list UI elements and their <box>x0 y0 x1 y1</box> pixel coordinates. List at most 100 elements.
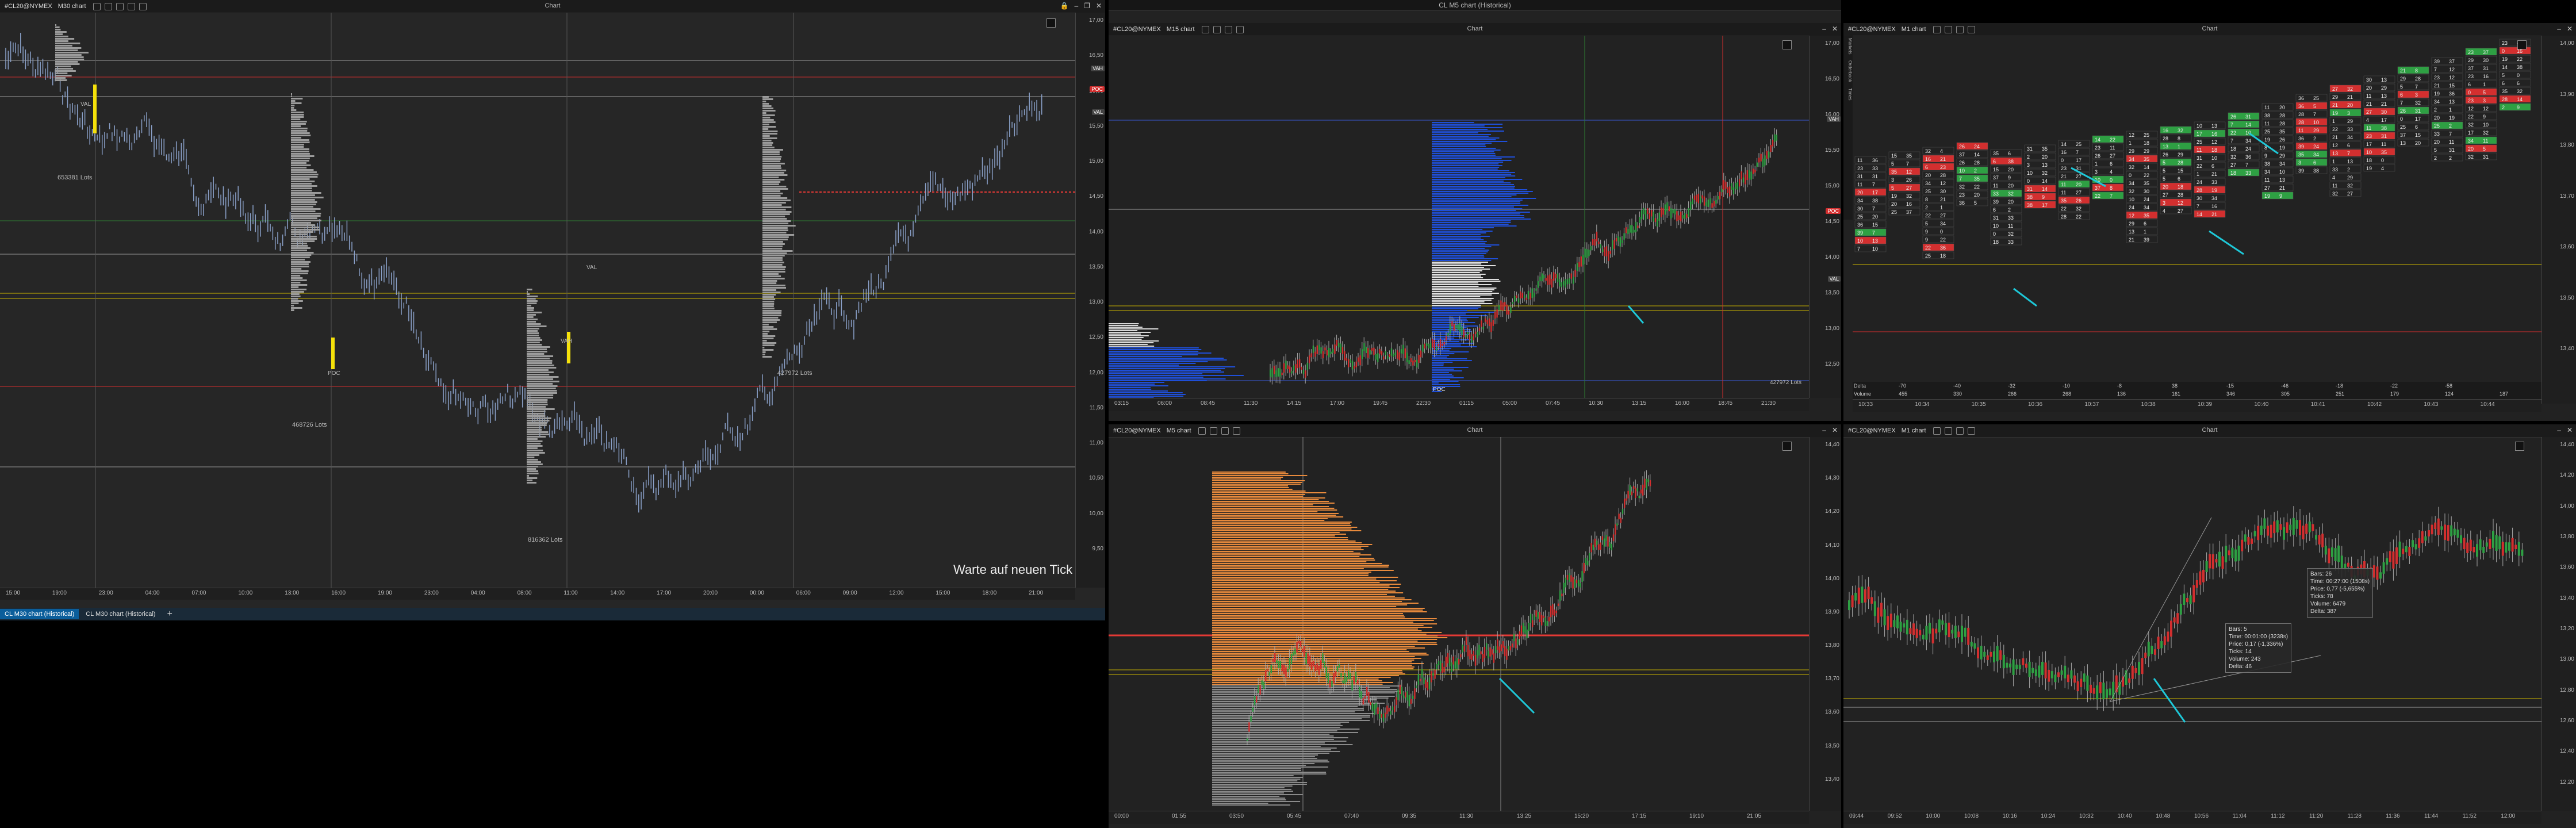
tr-autoscale-button[interactable] <box>2517 40 2527 49</box>
pencil-icon[interactable] <box>1944 427 1952 435</box>
footprint-value: 38 <box>2517 64 2523 70</box>
minimize-icon[interactable]: – <box>1822 426 1826 434</box>
bm-symbol-selector[interactable]: #CL20@NYMEX <box>1113 427 1161 434</box>
bm-price-axis[interactable]: 14,40 14,30 14,20 14,10 14,00 13,90 13,80 13,70… <box>1809 437 1841 811</box>
settings-icon[interactable] <box>1967 427 1975 435</box>
pencil-icon[interactable] <box>1209 427 1217 435</box>
minimize-icon[interactable]: – <box>2557 426 2561 434</box>
candle-body <box>1434 670 1436 679</box>
close-icon[interactable]: ✕ <box>1831 426 1838 434</box>
pencil-icon[interactable] <box>104 2 112 10</box>
x-tick-label: 10:34 <box>1915 401 1930 408</box>
pencil-icon[interactable] <box>1213 25 1221 33</box>
table-cell: -10 <box>2063 383 2071 389</box>
profile-bar <box>1212 708 1364 709</box>
x-tick-label: 07:45 <box>1546 400 1561 407</box>
add-tab-button[interactable]: + <box>167 609 172 619</box>
minimize-icon[interactable]: – <box>1822 25 1826 33</box>
footprint-value: 2 <box>1974 168 1977 174</box>
br-symbol-selector[interactable]: #CL20@NYMEX <box>1848 427 1896 434</box>
settings-icon[interactable] <box>1967 25 1975 33</box>
tab-left-chart[interactable]: CL M30 chart (Historical) <box>0 609 79 619</box>
close-icon[interactable]: ✕ <box>2566 25 2573 33</box>
screenshot-icon[interactable] <box>139 2 147 10</box>
candle-body <box>1546 621 1548 626</box>
profile-bar <box>527 463 543 465</box>
close-icon[interactable]: ✕ <box>2566 426 2573 434</box>
br-autoscale-button[interactable] <box>2515 442 2524 451</box>
candle-body <box>1498 646 1500 653</box>
chart-type-icon[interactable] <box>1198 427 1206 435</box>
close-icon[interactable]: ✕ <box>1095 2 1102 10</box>
candle-body <box>2505 542 2508 553</box>
settings-icon[interactable] <box>1236 25 1244 33</box>
side-tab-times[interactable]: Times <box>1847 87 1853 101</box>
profile-bar <box>762 225 796 227</box>
candle-body <box>2492 531 2494 548</box>
chart-type-icon[interactable] <box>1201 25 1209 33</box>
profile-bar <box>762 321 777 323</box>
profile-bar <box>1212 658 1421 659</box>
tr-price-axis[interactable]: 14,00 13,90 13,80 13,70 13,60 13,50 13,40 <box>2542 36 2576 404</box>
footprint-value: 16 <box>1906 201 1912 207</box>
candle-body <box>2205 561 2208 572</box>
candle-body <box>1500 300 1502 310</box>
bm-timeframe-selector[interactable]: M5 chart <box>1166 427 1191 434</box>
footprint-cell <box>1922 155 1954 163</box>
footprint-cell <box>2431 121 2463 129</box>
bm-time-axis[interactable]: 00:00 01:55 03:50 05:45 07:40 09:35 11:30 13:25… <box>1109 811 1809 824</box>
settings-icon[interactable] <box>1232 427 1240 435</box>
footprint-value: 34 <box>2245 138 2251 144</box>
crosshair-icon[interactable] <box>1221 427 1229 435</box>
tm-price-axis[interactable]: 17,00 16,50 16,00 15,50 15,00 14,50 14,00 13,50… <box>1809 36 1841 398</box>
symbol-selector[interactable]: #CL20@NYMEX <box>5 3 52 10</box>
br-price-axis[interactable]: 14,40 14,20 14,00 13,80 13,60 13,40 13,20 13,00… <box>2542 437 2576 811</box>
left-time-axis[interactable]: 15:00 19:00 23:00 04:00 07:00 10:00 13:00 16:00… <box>0 588 1075 600</box>
pencil-icon[interactable] <box>1944 25 1952 33</box>
chart-type-icon[interactable] <box>1933 427 1941 435</box>
tr-time-axis[interactable]: 10:33 10:34 10:35 10:36 10:37 10:38 10:39 10:40… <box>1853 399 2542 412</box>
tab-second-chart[interactable]: CL M30 chart (Historical) <box>86 611 156 618</box>
tm-autoscale-button[interactable] <box>1782 40 1792 49</box>
chart-type-icon[interactable] <box>1933 25 1941 33</box>
minimize-icon[interactable]: – <box>2557 25 2561 33</box>
left-autoscale-button[interactable] <box>1046 18 1056 28</box>
crosshair-icon[interactable] <box>1956 25 1964 33</box>
footprint-value: 17 <box>2042 202 2048 208</box>
tm-timeframe-selector[interactable]: M15 chart <box>1166 26 1195 33</box>
left-price-axis[interactable]: 17,0016,5016,0015,5015,0014,5014,0013,50… <box>1075 13 1105 588</box>
crosshair-icon[interactable] <box>116 2 124 10</box>
close-icon[interactable]: ✕ <box>1831 25 1838 33</box>
minimize-icon[interactable]: – <box>1074 2 1079 10</box>
br-time-axis[interactable]: 09:44 09:52 10:00 10:08 10:16 10:24 10:32 10:40… <box>1843 811 2542 824</box>
profile-bar <box>1212 484 1301 485</box>
restore-icon[interactable]: ❐ <box>1084 2 1090 10</box>
tr-timeframe-selector[interactable]: M1 chart <box>1901 26 1926 33</box>
footprint-value: 38 <box>2264 161 2270 167</box>
bm-plot-area[interactable] <box>1109 437 1809 811</box>
tr-symbol-selector[interactable]: #CL20@NYMEX <box>1848 26 1896 33</box>
tm-time-axis[interactable]: 03:15 06:00 08:45 11:30 14:15 17:00 19:45 22:30… <box>1109 398 1809 411</box>
profile-bar <box>1432 163 1499 164</box>
crosshair-icon[interactable] <box>1956 427 1964 435</box>
lock-icon[interactable]: 🔒 <box>1060 2 1069 10</box>
side-tab-markets[interactable]: Markets <box>1847 38 1853 55</box>
crosshair-icon[interactable] <box>1224 25 1232 33</box>
settings-icon[interactable] <box>127 2 135 10</box>
footprint-value: 0 <box>2400 116 2403 122</box>
profile-bar <box>291 146 304 148</box>
br-timeframe-selector[interactable]: M1 chart <box>1901 427 1926 434</box>
br-plot-area[interactable] <box>1843 437 2542 811</box>
footprint-value: 34 <box>2313 152 2319 158</box>
timeframe-selector[interactable]: M30 chart <box>57 3 86 10</box>
candle-body <box>1477 331 1478 338</box>
chart-type-icon[interactable] <box>93 2 101 10</box>
side-tab-orderbook[interactable]: Orderbook <box>1847 60 1853 82</box>
candle-body <box>1351 680 1353 691</box>
bm-autoscale-button[interactable] <box>1782 442 1792 451</box>
tm-symbol-selector[interactable]: #CL20@NYMEX <box>1113 26 1161 33</box>
profile-bar <box>1212 573 1369 574</box>
